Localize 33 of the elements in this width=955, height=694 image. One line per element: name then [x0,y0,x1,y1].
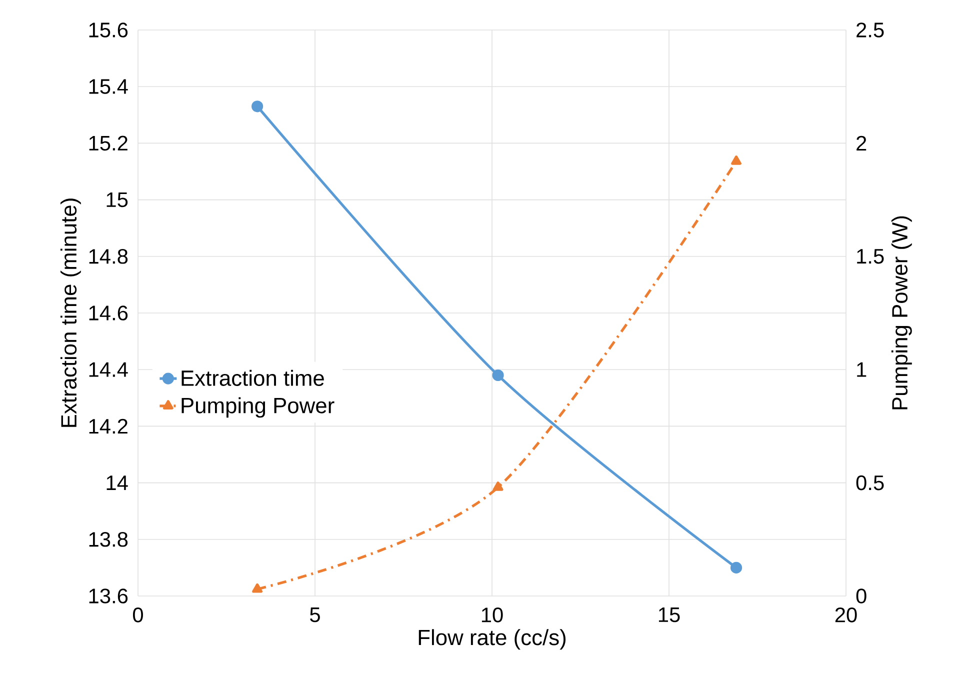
y2-axis-title: Pumping Power (W) [891,216,912,410]
point [252,100,264,112]
y2-tick-label: 1.5 [857,249,884,264]
y2-tick-label: 2.5 [856,22,884,38]
point [492,482,504,491]
y-tick-label: 15.4 [89,79,128,94]
y2-tick-label: 0.5 [856,475,884,490]
y-tick-label: 13.8 [89,532,128,547]
point [730,562,742,574]
y-tick-label: 14.6 [89,306,128,320]
y-tick-label: 14.8 [89,248,128,264]
y-tick-label: 14.4 [89,362,128,377]
x-tick-label: 10 [482,608,503,622]
legend-label: Extraction time [182,370,324,386]
x-tick-label: 15 [658,608,680,622]
y-tick-label: 14.2 [89,418,128,434]
y2-tick-label: 1 [857,362,866,377]
x-tick-label: 5 [310,608,320,622]
y-tick-label: 13.6 [89,588,128,604]
y-axis-title: Extraction time (minute) [60,198,81,427]
y-tick-label: 15 [106,192,128,208]
y2-tick-label: 0 [856,588,866,604]
x-tick-label: 0 [132,608,143,622]
point [731,156,742,165]
y-tick-label: 14 [106,476,128,490]
x-tick-label: 20 [835,608,857,622]
x-axis-title: Flow rate (cc/s) [418,629,566,650]
y2-tick-label: 2 [856,136,866,150]
point [492,369,504,382]
y-tick-label: 15.6 [89,22,128,38]
point [252,583,262,593]
legend-label: Pumping Power [182,397,334,418]
y-tick-label: 15.2 [89,136,128,151]
